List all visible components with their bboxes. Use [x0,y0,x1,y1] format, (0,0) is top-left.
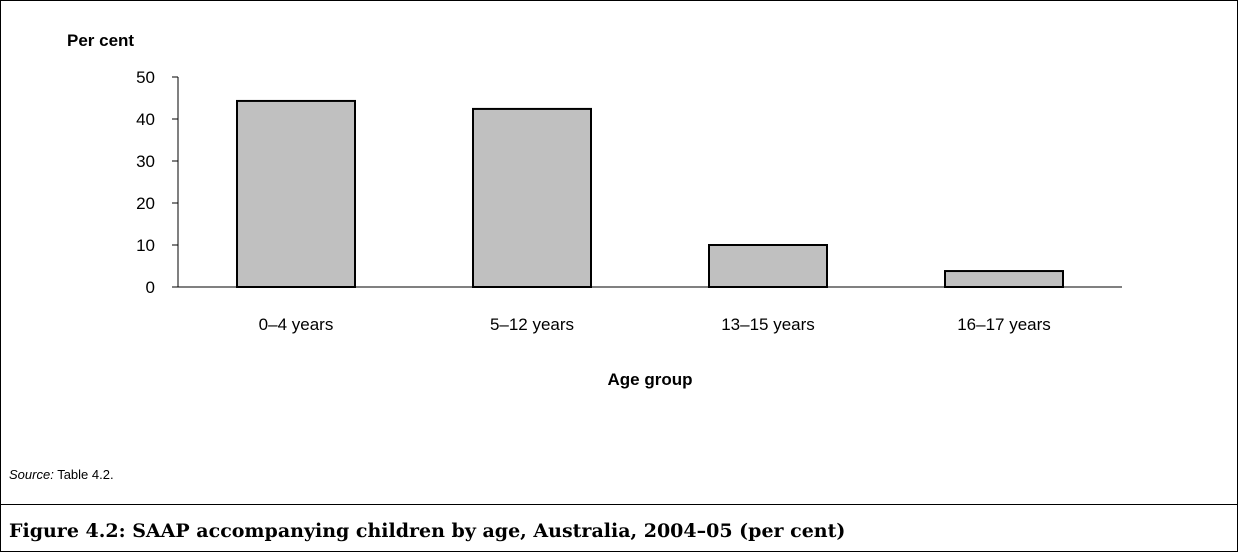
bar-2 [708,244,828,288]
y-tick-label: 40 [136,110,155,129]
x-tick-label: 0–4 years [259,315,334,334]
source-text: Table 4.2. [53,467,114,482]
x-tick-label: 13–15 years [721,315,815,334]
y-tick-label: 10 [136,236,155,255]
bar-0 [236,99,356,288]
x-tick-label: 5–12 years [490,315,574,334]
y-tick-label: 50 [136,68,155,87]
y-tick-label: 30 [136,152,155,171]
y-axis-title: Per cent [67,31,134,50]
source-note: Source: Table 4.2. [9,467,114,482]
figure-caption: Figure 4.2: SAAP accompanying children b… [9,520,846,542]
y-tick-label: 0 [146,278,155,297]
caption-divider [1,504,1237,505]
bar-3 [944,270,1064,289]
x-tick-label: 16–17 years [957,315,1051,334]
y-tick-label: 20 [136,194,155,213]
bar-1 [472,107,592,288]
x-axis-title: Age group [608,370,693,389]
source-label: Source: [9,467,54,482]
bar-chart: Per cent 0 10 20 30 40 50 0–4 years 5–12 years… [67,31,1122,389]
